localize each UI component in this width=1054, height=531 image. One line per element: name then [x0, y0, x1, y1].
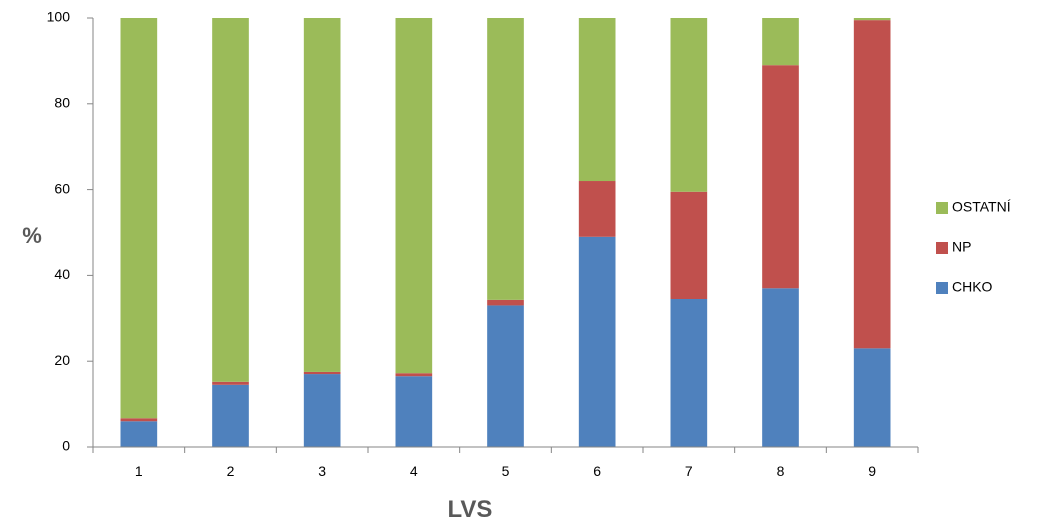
legend: OSTATNÍ NP CHKO: [936, 199, 1011, 295]
bar-chko-3: [303, 374, 341, 447]
bar-chko-8: [762, 288, 799, 447]
bar-chko-5: [487, 305, 524, 447]
y-tick-label: 20: [54, 352, 70, 368]
bar-np-8: [762, 65, 799, 289]
bar-np-3: [303, 371, 341, 375]
x-tick-label-5: 5: [502, 463, 510, 479]
x-tick-label-6: 6: [593, 463, 601, 479]
x-tick-label-7: 7: [685, 463, 693, 479]
bar-chko-2: [212, 384, 249, 447]
legend-swatch-np: [936, 242, 948, 254]
bar-ostatn--9: [853, 18, 891, 21]
y-tick-label: 60: [54, 180, 70, 196]
bar-ostatn--2: [212, 18, 249, 382]
bar-np-7: [670, 191, 708, 299]
bar-chko-7: [670, 299, 708, 447]
y-axis-ticks: 0 20 40 60 80 100: [47, 9, 93, 454]
x-tick-label-8: 8: [777, 463, 785, 479]
bars-group: [120, 18, 891, 447]
legend-swatch-ostatn-: [936, 202, 948, 214]
x-tick-label-9: 9: [868, 463, 876, 479]
bar-np-6: [578, 181, 616, 237]
bar-chko-4: [395, 376, 433, 447]
bar-chko-6: [578, 236, 616, 447]
bar-ostatn--6: [578, 18, 616, 182]
x-tick-label-3: 3: [318, 463, 326, 479]
bar-np-4: [395, 373, 433, 377]
bar-ostatn--4: [395, 18, 433, 374]
x-tick-label-2: 2: [227, 463, 235, 479]
legend-swatch-chko: [936, 282, 948, 294]
legend-label-ostatn-: OSTATNÍ: [952, 199, 1011, 215]
bar-chko-9: [853, 348, 891, 447]
x-tick-label-4: 4: [410, 463, 418, 479]
bar-np-5: [487, 299, 524, 306]
y-tick-label: 40: [54, 266, 70, 282]
x-tick-label-1: 1: [135, 463, 143, 479]
y-tick-label: 80: [54, 95, 70, 111]
bar-ostatn--7: [670, 18, 708, 192]
bar-np-1: [120, 418, 158, 422]
legend-label-np: NP: [952, 239, 971, 255]
bar-np-2: [212, 381, 249, 385]
x-axis-title: LVS: [448, 496, 493, 523]
bar-ostatn--3: [303, 18, 341, 372]
bar-chko-1: [120, 421, 158, 447]
y-axis-title: %: [22, 223, 42, 248]
bar-ostatn--8: [762, 18, 799, 66]
bar-ostatn--1: [120, 18, 158, 419]
bar-np-9: [853, 20, 891, 349]
y-tick-label: 100: [47, 9, 71, 25]
x-axis-ticks: 1 2 3 4 5 6 7 8 9: [92, 447, 919, 479]
y-tick-label: 0: [62, 438, 70, 454]
bar-ostatn--5: [487, 18, 524, 300]
legend-label-chko: CHKO: [952, 279, 993, 295]
